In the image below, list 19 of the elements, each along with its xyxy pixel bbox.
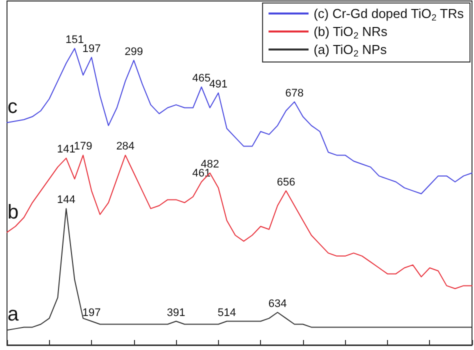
annotation: 197 bbox=[82, 306, 101, 319]
annotation: 514 bbox=[218, 306, 236, 319]
annotation: a bbox=[7, 304, 20, 326]
annotation: 678 bbox=[285, 87, 304, 100]
annotation: 461 bbox=[192, 167, 211, 180]
annotation: 144 bbox=[57, 194, 76, 206]
annotation: 141 bbox=[57, 144, 76, 156]
annotation: 299 bbox=[124, 46, 143, 58]
annotation: b bbox=[7, 201, 19, 224]
annotation: 491 bbox=[209, 78, 228, 90]
annotation: c bbox=[7, 96, 18, 118]
annotation: 656 bbox=[276, 176, 296, 188]
annotation: 391 bbox=[166, 306, 186, 319]
annotation: 179 bbox=[74, 140, 92, 153]
annotation: 197 bbox=[82, 42, 101, 55]
annotation: 465 bbox=[192, 72, 211, 84]
annotation: 151 bbox=[65, 34, 84, 46]
annotation: 634 bbox=[268, 298, 287, 310]
annotation: 284 bbox=[116, 140, 135, 153]
